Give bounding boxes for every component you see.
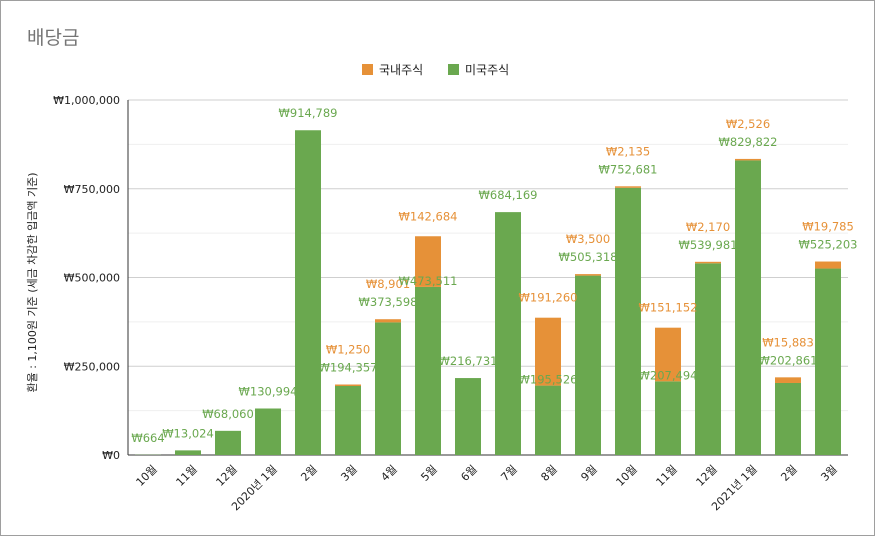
- x-tick-label: 7월: [498, 463, 519, 484]
- bar-kr-stock: [735, 158, 761, 161]
- y-tick-label: ₩500,000: [64, 272, 120, 285]
- data-label-us: ₩539,981: [679, 238, 738, 252]
- y-axis-title: 환율 : 1,100원 기준 (세금 차감한 입금액 기준): [26, 172, 39, 392]
- bar-us-stock: [255, 408, 281, 455]
- data-label-us: ₩13,024: [162, 426, 214, 440]
- data-label-us: ₩473,511: [399, 274, 458, 288]
- data-label-us: ₩373,598: [359, 295, 418, 309]
- grid-lines: [128, 99, 848, 456]
- bar-us-stock: [375, 322, 401, 455]
- data-label-us: ₩664: [131, 431, 164, 445]
- data-label-us: ₩752,681: [599, 162, 658, 176]
- bar-us-stock: [175, 450, 201, 455]
- data-label-us: ₩684,169: [479, 188, 538, 202]
- bar-kr-stock: [375, 319, 401, 323]
- bar-kr-stock: [575, 274, 601, 276]
- bar-kr-stock: [335, 384, 361, 387]
- data-labels: ₩664₩13,024 ₩68,060 ₩130,994 ₩914,789 ₩194,3…: [131, 106, 857, 445]
- legend-swatch: [362, 64, 373, 75]
- bar-us-stock: [575, 275, 601, 455]
- data-label-kr: ₩1,250: [326, 343, 370, 357]
- data-label-us: ₩130,994: [239, 384, 298, 398]
- data-label-us: ₩216,731: [439, 354, 498, 368]
- x-tick-label: 6월: [458, 463, 479, 484]
- data-label-kr: ₩2,135: [606, 144, 650, 158]
- bar-us-stock: [735, 160, 761, 455]
- data-label-us: ₩829,822: [719, 135, 778, 149]
- x-tick-label: 10월: [614, 463, 640, 489]
- data-label-us: ₩68,060: [202, 407, 254, 421]
- data-label-us: ₩525,203: [799, 238, 858, 252]
- legend-swatch: [448, 64, 459, 75]
- x-tick-label: 9월: [578, 463, 599, 484]
- data-label-us: ₩194,357: [319, 361, 378, 375]
- bar-us-stock: [335, 386, 361, 455]
- data-label-us: ₩914,789: [279, 106, 338, 120]
- y-axis-title-group: 환율 : 1,100원 기준 (세금 차감한 입금액 기준): [26, 172, 39, 392]
- bar-kr-stock: [415, 236, 441, 287]
- x-tick-label: 10월: [134, 463, 160, 489]
- bars: [135, 130, 841, 455]
- data-label-us: ₩195,526: [519, 373, 578, 387]
- axes: ₩0 ₩250,000 ₩500,000 ₩750,000 ₩1,000,000 10월 1…: [53, 94, 840, 513]
- y-tick-label: ₩250,000: [64, 360, 120, 373]
- bar-us-stock: [655, 381, 681, 455]
- data-label-kr: ₩15,883: [762, 335, 814, 349]
- data-label-us: ₩505,318: [559, 250, 618, 264]
- legend-label: 국내주식: [379, 63, 423, 77]
- data-label-kr: ₩2,170: [686, 220, 730, 234]
- data-label-kr: ₩151,152: [639, 301, 698, 315]
- data-label-kr: ₩3,500: [566, 232, 610, 246]
- chart-title: 배당금: [27, 27, 80, 49]
- x-tick-label: 8월: [538, 463, 559, 484]
- bar-kr-stock: [695, 261, 721, 264]
- bar-kr-stock: [615, 186, 641, 188]
- bar-us-stock: [215, 430, 241, 455]
- x-tick-label: 3월: [338, 463, 359, 484]
- bar-us-stock: [695, 263, 721, 455]
- bar-us-stock: [495, 212, 521, 455]
- x-tick-label: 12월: [214, 463, 240, 489]
- x-tick-label: 4월: [378, 463, 399, 484]
- x-tick-label: 11월: [174, 463, 200, 489]
- bar-kr-stock: [535, 317, 561, 386]
- y-tick-label: ₩0: [102, 449, 120, 462]
- legend: 국내주식 미국주식: [362, 63, 509, 77]
- data-label-us: ₩207,494: [639, 368, 698, 382]
- bar-us-stock: [535, 385, 561, 455]
- x-tick-label: 2월: [778, 463, 799, 484]
- y-tick-label: ₩1,000,000: [53, 94, 120, 107]
- data-label-kr: ₩19,785: [802, 220, 854, 234]
- bar-kr-stock: [815, 261, 841, 269]
- bar-kr-stock: [775, 377, 801, 383]
- data-label-kr: ₩142,684: [399, 209, 458, 223]
- bar-us-stock: [615, 187, 641, 455]
- bar-kr-stock: [655, 327, 681, 382]
- x-tick-label: 12월: [694, 463, 720, 489]
- y-tick-label: ₩750,000: [64, 183, 120, 196]
- x-tick-label: 5월: [418, 463, 439, 484]
- legend-label: 미국주식: [465, 63, 509, 77]
- data-label-kr: ₩2,526: [726, 117, 770, 131]
- bar-us-stock: [455, 378, 481, 455]
- bar-us-stock: [295, 130, 321, 455]
- data-label-kr: ₩8,901: [366, 277, 410, 291]
- data-label-kr: ₩191,260: [519, 291, 578, 305]
- x-tick-label: 2월: [298, 463, 319, 484]
- data-label-us: ₩202,861: [759, 353, 818, 367]
- bar-us-stock: [415, 286, 441, 455]
- bar-us-stock: [775, 382, 801, 455]
- x-tick-label: 11월: [654, 463, 680, 489]
- bar-us-stock: [815, 268, 841, 455]
- x-tick-label: 3월: [818, 463, 839, 484]
